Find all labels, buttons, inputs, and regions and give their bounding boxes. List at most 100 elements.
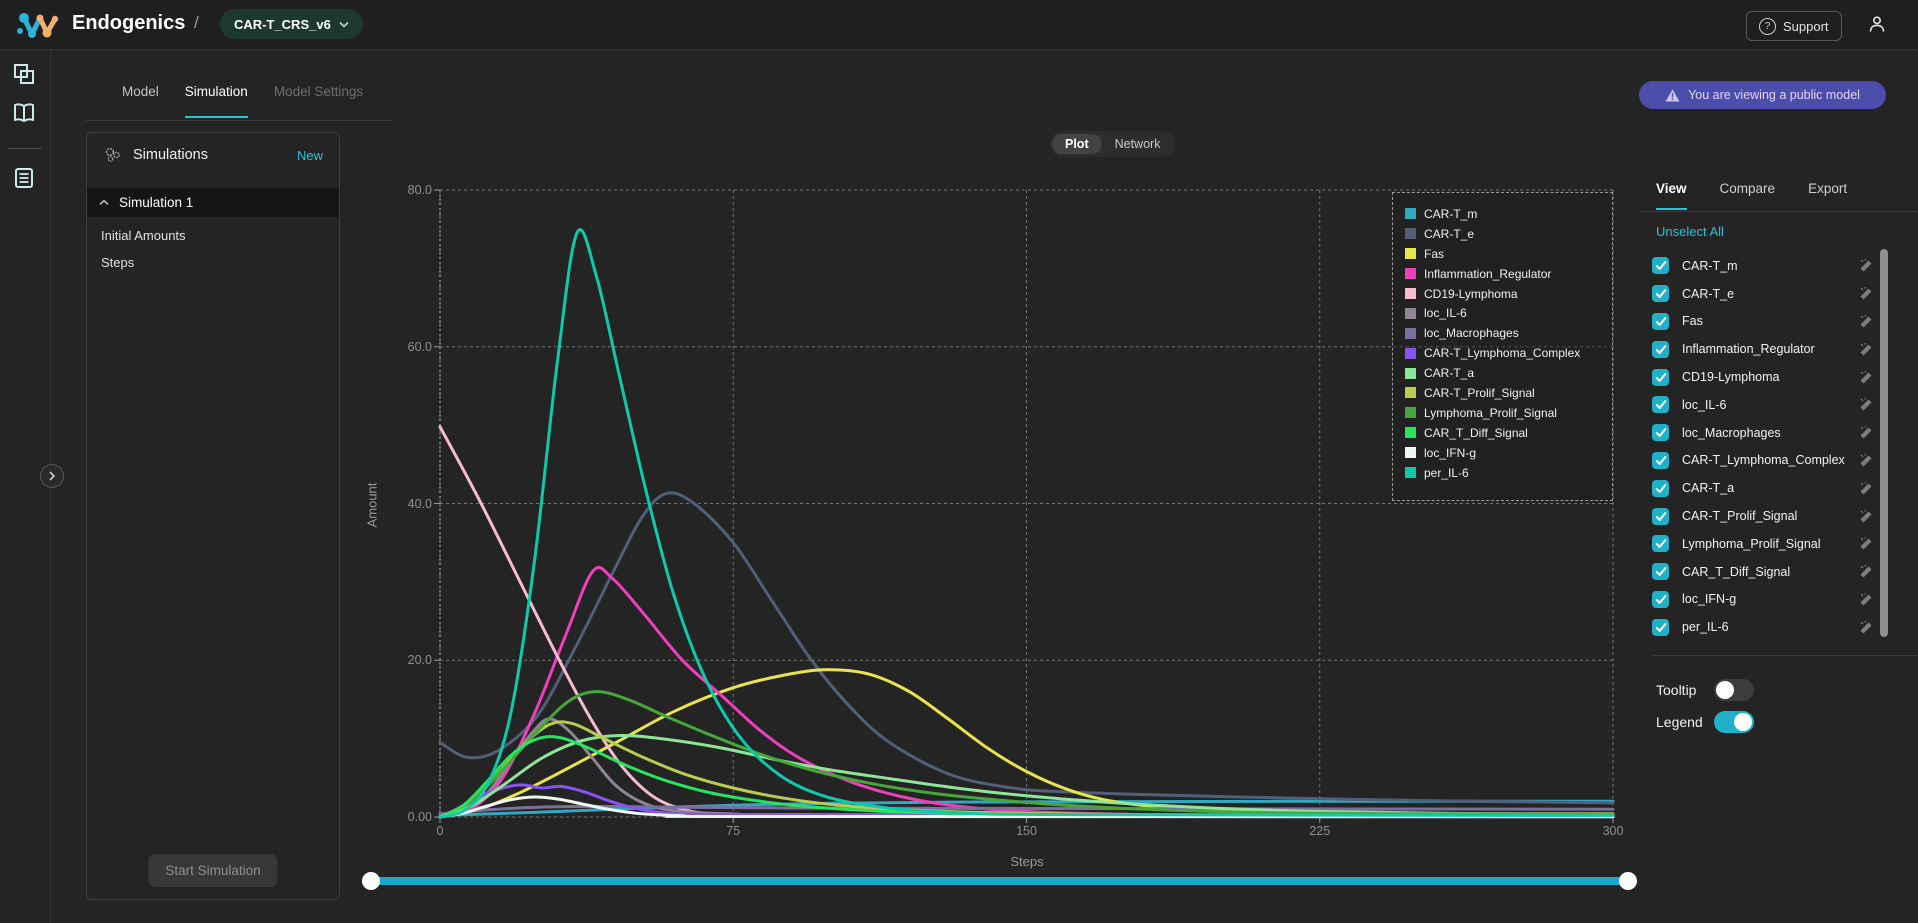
edit-species-icon[interactable]	[1859, 536, 1874, 551]
legend-label: CD19-Lymphoma	[1424, 286, 1518, 301]
species-checkbox[interactable]	[1652, 479, 1669, 497]
species-row-loc-ifn-g: loc_IFN-g	[1652, 586, 1874, 614]
tab-model-settings[interactable]: Model Settings	[273, 84, 364, 99]
species-row-lymphoma-prolif-signal: Lymphoma_Prolif_Signal	[1652, 530, 1874, 558]
new-simulation-button[interactable]: New	[296, 147, 323, 163]
species-checkbox[interactable]	[1652, 340, 1669, 358]
series-line-car-t-e	[438, 491, 1615, 805]
legend-swatch	[1405, 347, 1416, 359]
slider-handle-left[interactable]	[362, 872, 380, 890]
legend-item-loc-macrophages[interactable]: loc_Macrophages	[1405, 323, 1612, 343]
series-line-cd19-lymphoma	[438, 425, 1615, 819]
unselect-all-link[interactable]: Unselect All	[1656, 224, 1724, 239]
legend-item-lymphoma-prolif-signal[interactable]: Lymphoma_Prolif_Signal	[1405, 403, 1612, 423]
edit-species-icon[interactable]	[1859, 342, 1874, 357]
edit-species-icon[interactable]	[1859, 258, 1874, 273]
viewmode-network[interactable]: Network	[1114, 137, 1161, 151]
right-tab-export[interactable]: Export	[1808, 181, 1848, 196]
sidebar-collapse-button[interactable]	[40, 464, 64, 488]
legend-item-car-t-a[interactable]: CAR-T_a	[1405, 363, 1612, 383]
legend-swatch	[1405, 367, 1416, 379]
tab-simulation[interactable]: Simulation	[184, 84, 248, 118]
x-tick-label: 0	[436, 824, 444, 838]
species-row-loc-macrophages: loc_Macrophages	[1652, 419, 1874, 447]
edit-species-icon[interactable]	[1859, 314, 1874, 329]
species-label: loc_IFN-g	[1682, 592, 1737, 607]
legend-swatch	[1405, 407, 1416, 419]
legend-swatch	[1405, 327, 1416, 339]
edit-species-icon[interactable]	[1859, 286, 1874, 301]
viewmode-plot[interactable]: Plot	[1052, 134, 1102, 154]
species-checkbox[interactable]	[1652, 507, 1669, 525]
models-icon[interactable]	[12, 62, 36, 86]
tab-model[interactable]: Model	[122, 84, 159, 99]
species-checkbox[interactable]	[1652, 396, 1669, 414]
edit-species-icon[interactable]	[1859, 397, 1874, 412]
document-icon[interactable]	[12, 166, 36, 190]
species-checkbox[interactable]	[1652, 257, 1669, 275]
species-row-loc-il-6: loc_IL-6	[1652, 391, 1874, 419]
legend-item-fas[interactable]: Fas	[1405, 244, 1612, 264]
start-simulation-button[interactable]: Start Simulation	[148, 854, 278, 887]
legend-item-inflammation-regulator[interactable]: Inflammation_Regulator	[1405, 264, 1612, 284]
species-checkbox[interactable]	[1652, 618, 1669, 636]
edit-species-icon[interactable]	[1859, 620, 1874, 635]
species-checkbox[interactable]	[1652, 451, 1669, 469]
legend-item-per-il-6[interactable]: per_IL-6	[1405, 463, 1612, 483]
right-tab-view[interactable]: View	[1656, 181, 1687, 210]
species-label: per_IL-6	[1682, 620, 1729, 635]
species-label: CAR_T_Diff_Signal	[1682, 564, 1791, 579]
y-tick-label: 40.0	[407, 496, 432, 511]
edit-species-icon[interactable]	[1859, 370, 1874, 385]
species-list: CAR-T_m CAR-T_e Fas Inflammation_Regulator C…	[1652, 252, 1874, 641]
right-tab-compare[interactable]: Compare	[1719, 181, 1776, 196]
simulation-item-selected[interactable]: Simulation 1	[87, 188, 339, 217]
edit-species-icon[interactable]	[1859, 481, 1874, 496]
edit-species-icon[interactable]	[1859, 453, 1874, 468]
legend-item-car-t-lymphoma-complex[interactable]: CAR-T_Lymphoma_Complex	[1405, 343, 1612, 363]
species-checkbox[interactable]	[1652, 285, 1669, 303]
species-checkbox[interactable]	[1652, 590, 1669, 608]
tooltip-toggle[interactable]	[1714, 679, 1754, 701]
species-checkbox[interactable]	[1652, 563, 1669, 581]
user-account-icon[interactable]	[1866, 13, 1888, 35]
legend-label: per_IL-6	[1424, 465, 1469, 480]
legend-label: Legend	[1656, 714, 1703, 730]
edit-species-icon[interactable]	[1859, 509, 1874, 524]
simulations-title: Simulations	[133, 147, 208, 163]
species-checkbox[interactable]	[1652, 424, 1669, 442]
endogenics-logo-icon	[17, 13, 59, 38]
legend-item-car-t-m[interactable]: CAR-T_m	[1405, 204, 1612, 224]
check-icon	[1655, 456, 1666, 465]
model-selector-label: CAR-T_CRS_v6	[234, 16, 331, 32]
species-row-car-t-lymphoma-complex: CAR-T_Lymphoma_Complex	[1652, 447, 1874, 475]
legend-item-loc-il-6[interactable]: loc_IL-6	[1405, 303, 1612, 323]
legend-swatch	[1405, 387, 1416, 399]
legend-item-cd19-lymphoma[interactable]: CD19-Lymphoma	[1405, 284, 1612, 304]
species-scrollbar-thumb[interactable]	[1880, 249, 1888, 637]
sidebar-item-steps[interactable]: Steps	[101, 255, 135, 270]
step-range-slider[interactable]	[362, 877, 1632, 885]
legend-toggle[interactable]	[1714, 711, 1754, 733]
legend-item-loc-ifn-g[interactable]: loc_IFN-g	[1405, 443, 1612, 463]
library-book-icon[interactable]	[12, 101, 36, 125]
legend-label: Inflammation_Regulator	[1424, 266, 1552, 281]
legend-swatch	[1405, 447, 1416, 459]
legend-label: Lymphoma_Prolif_Signal	[1424, 405, 1557, 420]
support-button[interactable]: ? Support	[1746, 11, 1842, 41]
species-checkbox[interactable]	[1652, 535, 1669, 553]
sidebar-item-initial-amounts[interactable]: Initial Amounts	[101, 228, 186, 243]
legend-item-car-t-prolif-signal[interactable]: CAR-T_Prolif_Signal	[1405, 383, 1612, 403]
edit-species-icon[interactable]	[1859, 564, 1874, 579]
slider-handle-right[interactable]	[1619, 872, 1637, 890]
species-checkbox[interactable]	[1652, 312, 1669, 330]
model-selector[interactable]: CAR-T_CRS_v6	[220, 9, 363, 39]
edit-species-icon[interactable]	[1859, 592, 1874, 607]
species-checkbox[interactable]	[1652, 368, 1669, 386]
y-tick-label: 0.00	[407, 810, 432, 824]
series-line-per-il-6	[438, 228, 1615, 819]
chart-legend: CAR-T_m CAR-T_e Fas Inflammation_Regulator C…	[1392, 192, 1613, 501]
legend-item-car-t-diff-signal[interactable]: CAR_T_Diff_Signal	[1405, 423, 1612, 443]
legend-item-car-t-e[interactable]: CAR-T_e	[1405, 224, 1612, 244]
edit-species-icon[interactable]	[1859, 425, 1874, 440]
